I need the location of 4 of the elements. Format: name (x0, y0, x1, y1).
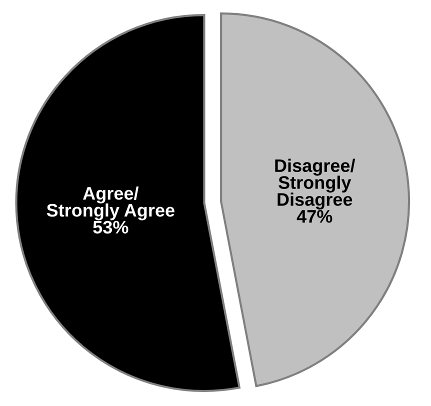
data-label: 53% (93, 220, 128, 234)
data-label: 47% (296, 210, 332, 223)
slice-label: Agree/ Strongly Agree (46, 186, 174, 220)
slice-label: Disagree/ Strongly Disagree (275, 158, 356, 210)
